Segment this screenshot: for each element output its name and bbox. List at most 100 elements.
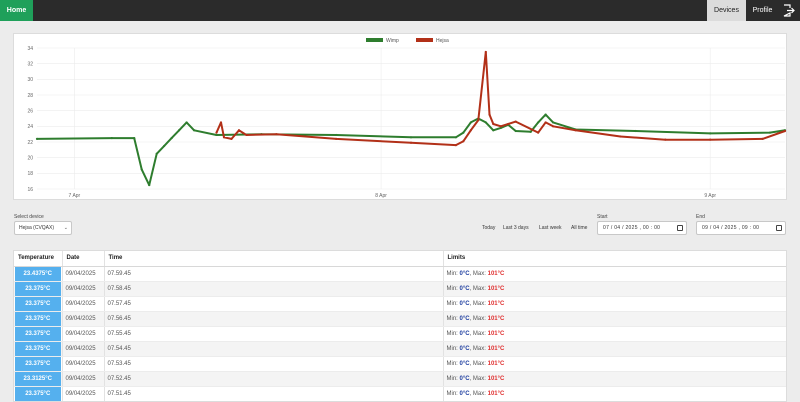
date-cell: 09/04/2025 [62,311,105,327]
temperature-badge: 23.375°C [15,356,61,371]
limit-min-value: 0°C [459,375,470,382]
table-header-row: Temperature Date Time Limits [14,251,786,267]
limit-max-value: 101°C [487,300,505,307]
time-cell: 07.53.45 [104,356,444,372]
y-tick-label: 22 [27,140,33,146]
limit-max-label: , Max: [469,270,488,277]
series-point-wimp [170,136,173,140]
series-point-hejsa [552,125,555,128]
limit-max-label: , Max: [469,315,488,322]
table-row: 23.375°C 09/04/2025 07.54.45 Min: 0°C, Max:… [14,341,786,357]
series-point-hejsa [492,122,495,126]
limit-min-label: Min: [446,345,460,352]
limits-cell: Min: 0°C, Max: 101°C [443,386,786,401]
range-link-today[interactable]: Today [482,225,496,231]
limit-max-value: 101°C [487,360,505,367]
limit-max-label: , Max: [469,375,488,382]
range-link-all-time[interactable]: All time [571,225,588,231]
limit-max-label: , Max: [469,360,488,367]
column-header-date[interactable]: Date [62,251,105,267]
limit-min-value: 0°C [459,270,470,277]
range-link-last-3-days[interactable]: Last 3 days [503,225,529,231]
limit-min-value: 0°C [459,345,470,352]
temperature-cell: 23.375°C [14,281,63,297]
time-cell: 07.52.45 [104,371,444,387]
limit-min-value: 0°C [459,390,470,397]
series-point-hejsa [544,121,547,124]
date-cell: 09/04/2025 [62,281,105,297]
end-label: End [696,214,705,220]
time-cell: 07.57.45 [104,296,444,312]
column-header-temperature[interactable]: Temperature [14,251,63,267]
limit-max-value: 101°C [487,285,505,292]
time-cell: 07.56.45 [104,311,444,327]
series-point-hejsa [230,137,233,140]
start-date-value: 07 / 04 / 2025 , 00 : 00 [603,225,661,231]
temperature-chart: 16 18 20 22 24 26 28 30 32 34 7 Apr 8 Apr 9 Apr Wimp H… [13,33,787,200]
nav-devices-button[interactable]: Devices [707,0,746,21]
y-tick-label: 24 [27,124,33,130]
series-point-wimp [335,133,338,137]
date-cell: 09/04/2025 [62,296,105,312]
legend-label-hejsa: Hejsa [436,38,449,44]
chevron-down-icon: ⌄ [63,225,68,231]
temperature-cell: 23.375°C [14,356,63,372]
device-select-value: Hejsa (CVQAX) [19,225,55,231]
readings-table: Temperature Date Time Limits 23.4375°C 09… [13,250,787,402]
range-link-last-week[interactable]: Last week [539,225,562,231]
series-point-wimp [133,136,136,140]
temperature-cell: 23.4375°C [14,266,63,282]
table-row: 23.375°C 09/04/2025 07.55.45 Min: 0°C, Max:… [14,326,786,342]
limit-max-label: , Max: [469,390,488,397]
table-row: 23.3125°C 09/04/2025 07.52.45 Min: 0°C, Max… [14,371,786,387]
y-tick-label: 32 [27,61,33,67]
start-date-input[interactable]: 07 / 04 / 2025 , 00 : 00 [597,221,687,235]
column-header-limits[interactable]: Limits [443,251,786,267]
series-point-hejsa [477,118,480,122]
start-label: Start [597,214,608,220]
limits-cell: Min: 0°C, Max: 101°C [443,311,786,327]
x-tick-label: 8 Apr [375,193,387,199]
device-select[interactable]: Hejsa (CVQAX) ⌄ [14,221,72,235]
time-cell: 07.59.45 [104,266,444,282]
temperature-badge: 23.375°C [15,386,61,401]
series-point-hejsa [507,122,510,126]
series-point-hejsa [219,121,223,124]
limit-max-value: 101°C [487,330,505,337]
time-cell: 07.58.45 [104,281,444,297]
series-point-hejsa [409,141,413,144]
end-date-input[interactable]: 09 / 04 / 2025 , 09 : 00 [696,221,786,235]
temperature-badge: 23.3125°C [15,371,61,386]
temperature-badge: 23.375°C [15,281,61,296]
logout-icon[interactable] [783,4,795,17]
series-point-hejsa [275,133,278,136]
limit-min-value: 0°C [459,330,470,337]
table-row: 23.375°C 09/04/2025 07.56.45 Min: 0°C, Max:… [14,311,786,327]
temperature-badge: 23.375°C [15,296,61,311]
series-point-wimp [469,121,472,124]
legend-swatch-hejsa [416,38,433,42]
date-cell: 09/04/2025 [62,371,105,387]
limits-cell: Min: 0°C, Max: 101°C [443,281,786,297]
series-point-wimp [537,121,540,124]
series-point-wimp [462,131,465,134]
column-header-time[interactable]: Time [104,251,444,267]
table-row: 23.375°C 09/04/2025 07.58.45 Min: 0°C, Max:… [14,281,786,297]
limits-cell: Min: 0°C, Max: 101°C [443,266,786,282]
series-point-wimp [484,121,487,124]
limit-min-label: Min: [446,330,460,337]
series-point-hejsa [499,125,502,128]
series-point-wimp [768,131,772,134]
y-tick-label: 28 [27,93,33,99]
nav-profile-button[interactable]: Profile [752,7,773,14]
nav-home-button[interactable]: Home [0,0,33,21]
y-tick-label: 30 [27,77,33,83]
series-point-wimp [709,132,712,135]
series-point-wimp [454,136,457,139]
limit-max-label: , Max: [469,345,488,352]
series-point-hejsa [574,129,577,132]
chart-controls: Select device Hejsa (CVQAX) ⌄ Today Last… [14,210,788,240]
series-point-wimp [514,129,517,133]
series-point-wimp [148,183,151,187]
series-point-hejsa [469,129,472,132]
